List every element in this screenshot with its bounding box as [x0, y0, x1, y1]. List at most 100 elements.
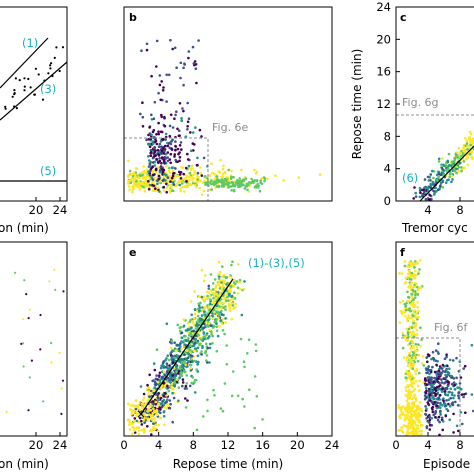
panel-e-point [143, 416, 146, 420]
panel-f-point [409, 392, 412, 396]
panel-e-xticks: 0 4 8 12 16 20 24 [120, 432, 339, 452]
panel-f-point [416, 360, 420, 363]
panel-e-point [202, 335, 206, 339]
panel-b-point [231, 184, 234, 188]
panel-f-point [406, 290, 409, 294]
panel-e-point [176, 344, 179, 347]
panel-f-point [416, 288, 420, 292]
panel-b-point [151, 173, 155, 177]
panel-b-point [174, 113, 177, 117]
panel-b-point [205, 181, 208, 185]
panel-e-xtick-label: 12 [221, 438, 236, 452]
panel-b-point [149, 148, 153, 152]
panel-e-point [187, 352, 191, 356]
panel-b-point [153, 150, 157, 153]
panel-f-point [407, 374, 411, 377]
panel-c-point [426, 186, 430, 190]
panel-b-point [149, 151, 152, 155]
panel-e-point [161, 400, 164, 403]
panel-a-point [13, 89, 16, 92]
panel-b-point [172, 183, 176, 186]
panel-c-point [457, 147, 461, 150]
panel-e-point [138, 408, 142, 412]
panel-b-point [151, 180, 155, 183]
panel-b-point [134, 177, 137, 181]
panel-f-point [407, 327, 411, 331]
panel-f-point [433, 370, 437, 374]
panel-f-point [408, 316, 411, 320]
panel-e-point [152, 422, 155, 425]
panel-e-point [185, 374, 188, 377]
panel-e-point [173, 381, 177, 385]
panel-f-point [413, 360, 417, 364]
panel-b-point [168, 146, 172, 150]
panel-d-points [5, 268, 65, 415]
panel-b-point [132, 185, 136, 188]
panel-e-point [223, 273, 226, 277]
panel-f-point [438, 366, 442, 370]
panel-f-point [409, 423, 413, 426]
panel-f-point [414, 292, 417, 295]
panel-b-point [178, 102, 182, 105]
panel-e-point [217, 277, 221, 280]
panel-b-point [164, 156, 167, 160]
panel-b-point [222, 164, 225, 168]
panel-f-point [443, 390, 447, 393]
panel-e-point [147, 407, 150, 411]
panel-e-point [155, 374, 158, 377]
panel-c-point [463, 149, 467, 153]
panel-f-point [443, 387, 447, 391]
panel-c-point [460, 169, 463, 173]
panel-b-point [154, 189, 158, 193]
panel-c-point [437, 160, 441, 163]
panel-b-point [166, 176, 170, 179]
panel-f-point [406, 331, 410, 334]
panel-c-point [414, 195, 418, 198]
panel-f-point [414, 269, 417, 273]
panel-f-point [450, 382, 454, 386]
panel-b-point [182, 109, 185, 113]
panel-c: Fig. 6g (6) c 0 4 8 12 16 20 24 4 8 Tremor cyc… [350, 0, 474, 235]
panel-e-point [184, 397, 187, 400]
panel-e-point [212, 296, 215, 300]
panel-b-point [263, 177, 267, 180]
panel-b-point [250, 177, 253, 181]
panel-e-point [215, 292, 218, 295]
panel-f-point [412, 357, 416, 361]
panel-e-point [213, 278, 217, 281]
panel-b-point [227, 168, 230, 172]
panel-f-point [439, 384, 442, 387]
panel-e: × (1)-(3),(5) e 0 4 8 12 16 20 24 Repose time … [120, 241, 339, 471]
panel-c-point [468, 152, 472, 156]
panel-e-point [153, 380, 157, 384]
panel-e-point [208, 335, 211, 338]
panel-f-point [407, 402, 410, 406]
panel-f-point [408, 372, 412, 375]
panel-b-point [173, 46, 177, 50]
panel-f-point [405, 379, 408, 382]
panel-b-point [150, 176, 153, 179]
panel-e-point [181, 381, 185, 384]
panel-b-point [171, 181, 175, 184]
panel-b-point [202, 156, 206, 160]
panel-f-point [424, 386, 428, 390]
panel-e-point [242, 287, 246, 291]
panel-b-point [216, 178, 219, 181]
panel-f-xtick-label: 4 [424, 438, 431, 452]
panel-b-point [221, 184, 225, 187]
panel-b-point [145, 138, 148, 142]
panel-b-point [157, 121, 160, 125]
panel-c-point [444, 181, 448, 185]
panel-f-point [460, 393, 464, 396]
panel-b-point [215, 181, 219, 184]
panel-b-point [147, 170, 150, 173]
panel-a-point [4, 105, 7, 108]
panel-f-inset-label: Fig. 6f [434, 321, 469, 334]
panel-d-point [53, 268, 56, 271]
panel-b-point [131, 190, 134, 194]
panel-b-point [142, 165, 145, 168]
panel-d-point [50, 342, 53, 345]
panel-f-point [426, 367, 430, 371]
panel-b-point [297, 176, 301, 179]
panel-f-point [417, 389, 421, 392]
